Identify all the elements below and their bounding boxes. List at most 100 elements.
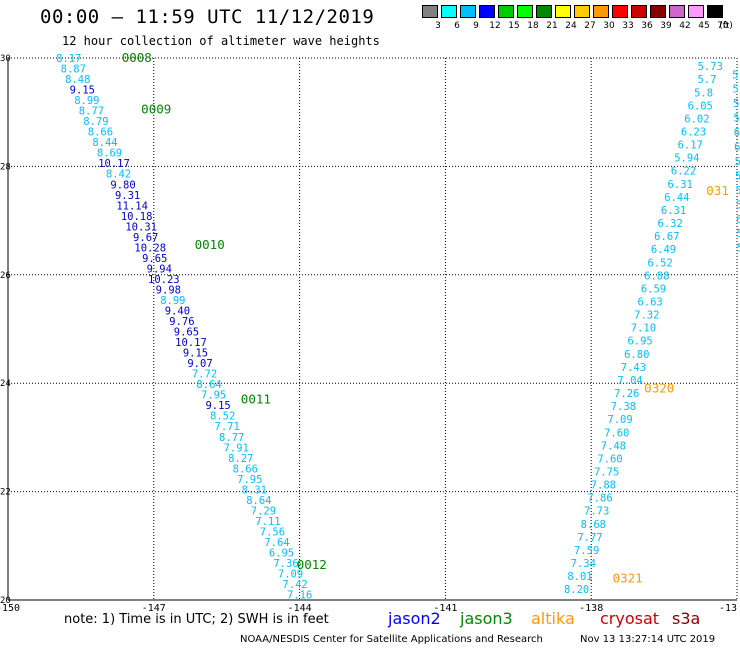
swh-value: 9.76 [169,316,194,328]
scale-swatch [460,5,476,18]
swh-value: 8.77 [79,106,104,118]
scale-label: 45 [698,21,710,31]
swh-value: 7.56 [260,526,285,538]
scale-label: 36 [641,21,653,31]
page-subtitle: 12 hour collection of altimeter wave hei… [62,34,380,48]
scale-unit: (ft) [719,21,733,31]
pass-time-label: 0009 [141,101,171,116]
scale-label: 27 [584,21,596,31]
swh-value: 9.98 [156,284,181,296]
scale-swatch [479,5,495,18]
swh-value: 7.43 [621,362,646,374]
swh-value: 9.15 [205,400,230,412]
swh-value: 6.17 [678,140,703,152]
swh-value: 7.29 [251,505,276,517]
swh-value: 5.7 [737,243,740,255]
swh-value: 6.1 [734,127,740,139]
timestamp: Nov 13 13:27:14 UTC 2019 [580,634,716,645]
scale-swatch [441,5,457,18]
swh-value: 7.72 [192,369,217,381]
pass-time-label: 0010 [195,237,225,252]
scale-swatch [536,5,552,18]
pass-time-label: 0011 [241,391,271,406]
scale-swatch [498,5,514,18]
swh-value: 7.64 [264,537,289,549]
scale-label: 9 [473,21,479,31]
x-tick-label: -144 [288,603,312,614]
swh-value: 5.94 [674,153,699,165]
swh-value: 10.28 [134,242,166,254]
swh-value: 7.32 [634,310,659,322]
swh-value: 9.67 [133,232,158,244]
swh-value: 6.31 [661,205,686,217]
swh-value: 5.9 [736,199,740,211]
y-tick-label: 24 [0,379,11,389]
swh-value: 8.79 [83,116,108,128]
swh-value: 5.4 [733,113,740,125]
swh-value: 7.36 [273,558,298,570]
swh-value: 7.77 [577,532,602,544]
swh-value: 10.18 [121,211,153,223]
swh-value: 5.6 [732,69,740,81]
swh-value: 9.15 [183,348,208,360]
swh-value: 6.67 [654,231,679,243]
swh-value: 7.91 [224,442,249,454]
swh-value: 6.95 [269,547,294,559]
legend-altika: altika [531,609,575,628]
swh-value: 5.6 [735,156,740,168]
scale-label: 33 [622,21,634,31]
swh-value: 6.95 [627,336,652,348]
scale-label: 70 [717,21,729,31]
swh-value: 7.75 [594,466,619,478]
scale-swatch [593,5,609,18]
swh-value: 5.9 [735,170,740,182]
swh-value: 7.42 [282,579,307,591]
scale-label: 21 [546,21,558,31]
swh-value: 5.73 [698,61,723,73]
scale-swatch [574,5,590,18]
swh-value: 6.0 [736,214,740,226]
swh-value: 7.60 [604,427,629,439]
y-tick-label: 20 [0,596,11,606]
scale-label: 6 [454,21,460,31]
swh-value: 8.17 [56,53,81,65]
swh-value: 7.88 [591,480,616,492]
scale-swatch [707,5,723,18]
swh-value: 9.07 [187,358,212,370]
swh-value: 7.26 [614,388,639,400]
swh-value: 8.69 [97,148,122,160]
swh-value: 9.15 [70,85,95,97]
y-tick-label: 30 [0,54,11,64]
swh-value: 8.52 [210,411,235,423]
swh-value: 8.66 [233,463,258,475]
swh-value: 8.20 [564,584,589,596]
credit-text: NOAA/NESDIS Center for Satellite Applica… [240,634,543,645]
legend-s3a: s3a [672,609,701,628]
swh-value: 9.40 [165,306,190,318]
y-tick-label: 28 [0,162,11,172]
swh-value: 10.31 [125,221,157,233]
swh-value: 6.88 [644,270,669,282]
swh-value: 7.95 [201,390,226,402]
scale-swatch [631,5,647,18]
swh-value: 8.87 [61,64,86,76]
swh-value: 7.48 [601,440,626,452]
swh-value: 7.34 [571,558,596,570]
swh-value: 7.95 [237,474,262,486]
pass-time-label: 0320 [644,381,674,396]
swh-value: 7.60 [597,453,622,465]
swh-value: 6.80 [624,349,649,361]
footer-note: note: 1) Time is in UTC; 2) SWH is in fe… [64,612,329,627]
y-tick-label: 22 [0,488,11,498]
swh-value: 10.17 [98,158,130,170]
swh-value: 6.44 [664,192,689,204]
swh-value: 10.17 [175,337,207,349]
scale-label: 12 [489,21,501,31]
swh-value: 7.86 [587,493,612,505]
legend-jason3: jason3 [460,609,513,628]
swh-value: 8.27 [228,453,253,465]
swh-value: 8.99 [160,295,185,307]
swh-value: 9.80 [110,179,135,191]
scale-swatch [517,5,533,18]
pass-time-label: 031 [706,183,729,198]
